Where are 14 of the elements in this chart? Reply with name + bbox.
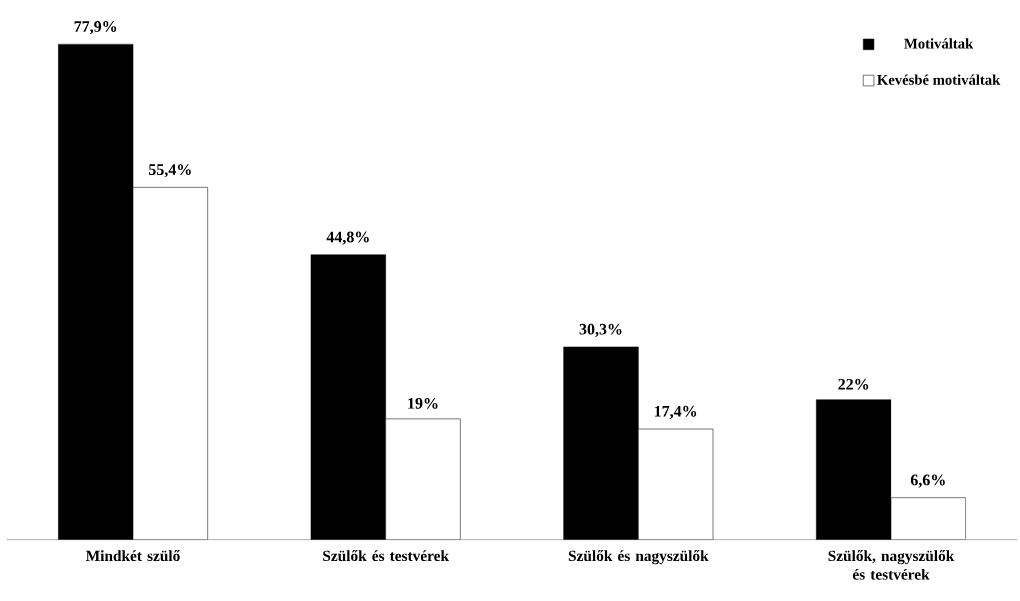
- data-label: 30,3%: [579, 323, 622, 337]
- x-tick-label: Szülők és nagyszülők: [568, 550, 709, 565]
- x-tick-label: Mindkét szülő: [85, 550, 180, 562]
- data-label: 22%: [838, 378, 869, 390]
- legend-label: Kevésbé motiváltak: [877, 74, 1001, 85]
- data-label: 44,8%: [326, 231, 369, 245]
- data-label: 17,4%: [654, 405, 697, 419]
- data-label: 6,6%: [910, 474, 945, 488]
- x-tick-label: Szülők és testvérek: [323, 550, 449, 562]
- legend-label: Motiváltak: [904, 38, 974, 49]
- data-label: 77,9%: [74, 21, 117, 35]
- x-tick-label: Szülők, nagyszülők és testvérek: [828, 550, 955, 580]
- data-label: 19%: [408, 397, 438, 409]
- data-label: 55,4%: [148, 164, 191, 178]
